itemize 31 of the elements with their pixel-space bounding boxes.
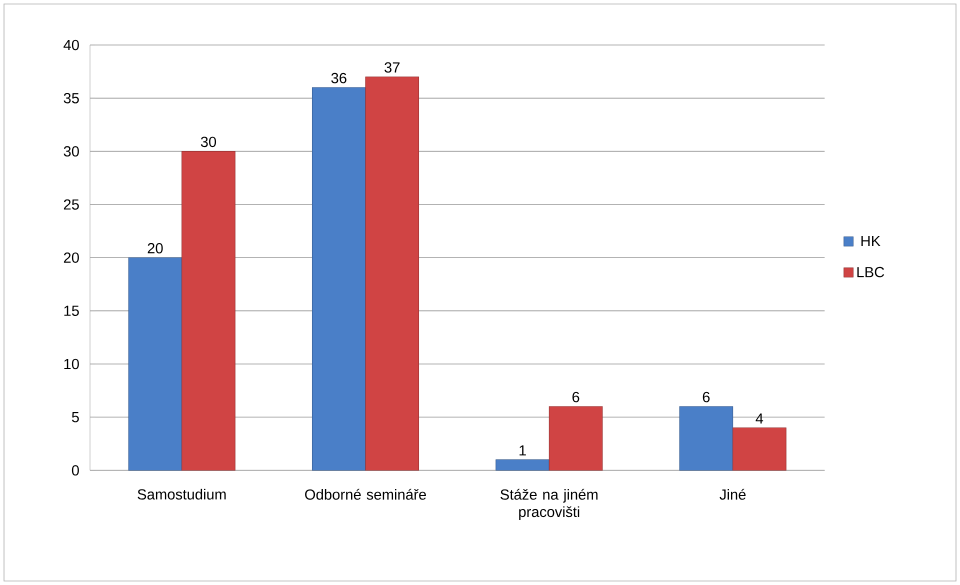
x-tick-label: Jiné (720, 488, 746, 500)
y-tick-label: 20 (64, 252, 79, 263)
y-tick-label: 25 (64, 199, 79, 210)
x-tick-label: Odborné semináře (305, 488, 426, 500)
data-label: 4 (756, 413, 764, 424)
bar (679, 406, 734, 471)
y-tick-label: 15 (64, 306, 79, 316)
bar (128, 257, 182, 471)
legend-label: HK (861, 236, 880, 246)
y-tick-label: 30 (64, 146, 79, 157)
y-tick-label: 35 (64, 92, 79, 104)
bar (312, 87, 366, 471)
data-label: 6 (572, 392, 580, 402)
data-label: 36 (331, 72, 346, 84)
y-tick-label: 0 (72, 465, 79, 476)
data-label: 20 (148, 243, 163, 254)
y-tick-label: 40 (64, 40, 79, 50)
data-label: 37 (384, 62, 400, 73)
legend-label: LBC (857, 266, 884, 278)
data-label: 1 (520, 445, 526, 456)
x-tick-label: Stáže na jiném pracovišti (500, 488, 598, 520)
bar (365, 76, 420, 471)
bar (496, 459, 550, 471)
bar (548, 406, 603, 471)
x-tick-label: Samostudium (138, 488, 226, 500)
bar (732, 428, 786, 471)
y-tick-label: 10 (64, 358, 79, 370)
data-label: 6 (702, 392, 710, 402)
bar (182, 151, 236, 471)
y-tick-label: 5 (72, 412, 79, 422)
data-label: 30 (200, 136, 216, 148)
